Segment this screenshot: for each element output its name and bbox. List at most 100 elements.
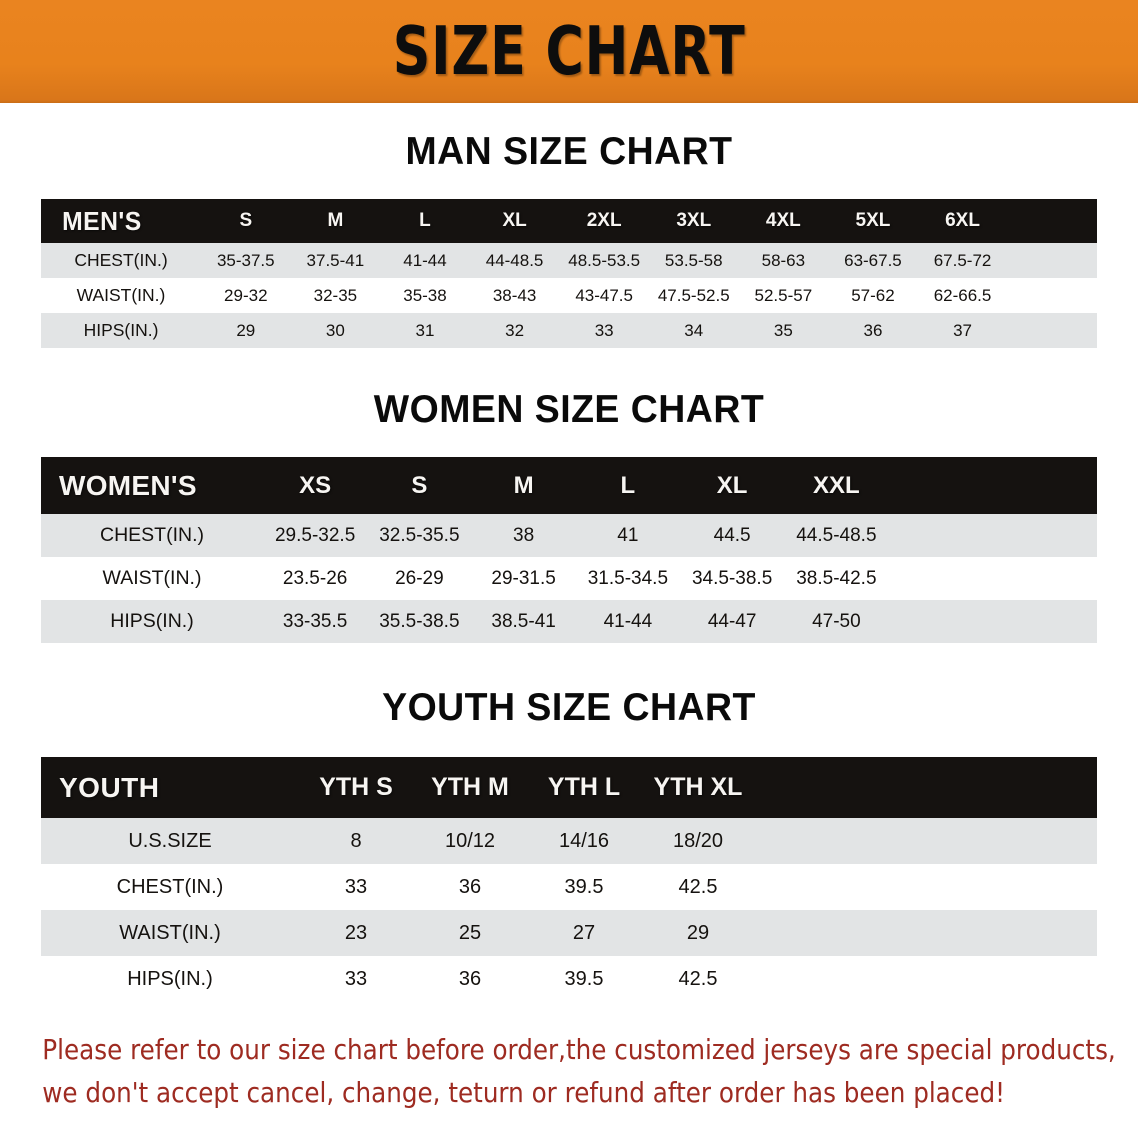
women-size-header: XXL xyxy=(813,471,860,499)
men-measurement-cell: 33 xyxy=(594,320,614,340)
women-measurement-cell: 47-50 xyxy=(812,610,861,632)
men-corner-label: MEN'S xyxy=(62,205,142,236)
youth-table-row: U.S.SIZE 8 10/12 14/16 18/20 xyxy=(41,818,1097,864)
men-measurement-cell: 31 xyxy=(415,320,435,340)
men-measurement-cell: 38-43 xyxy=(492,285,537,305)
youth-measurement-cell: 10/12 xyxy=(444,829,496,852)
youth-size-header-empty xyxy=(869,757,983,818)
men-measurement-cell: 37.5-41 xyxy=(306,250,365,270)
youth-size-header: YTH L xyxy=(547,773,621,801)
youth-measurement-cell: 42.5 xyxy=(678,967,718,990)
men-measurement-cell: 35-37.5 xyxy=(216,250,275,270)
men-table-row: WAIST(IN.) 29-32 32-35 35-38 38-43 43-47.5 47.… xyxy=(41,278,1097,313)
women-table-row: CHEST(IN.) 29.5-32.5 32.5-35.5 38 41 44.5 44.5… xyxy=(41,514,1097,557)
women-measurement-cell: 23.5-26 xyxy=(282,567,348,589)
women-section-title: WOMEN SIZE CHART xyxy=(373,388,765,431)
women-measurement-cell: 33-35.5 xyxy=(282,610,348,632)
men-measurement-cell: 35-38 xyxy=(403,285,447,305)
youth-measurement-cell: 18/20 xyxy=(672,829,724,852)
youth-measurement-cell-empty xyxy=(983,864,1097,910)
men-measurement-cell-empty xyxy=(1007,313,1097,348)
men-measurement-cell: 57-62 xyxy=(851,285,895,305)
men-measurement-cell: 36 xyxy=(863,320,883,340)
men-measurement-cell: 47.5-52.5 xyxy=(657,285,730,305)
men-table-row: HIPS(IN.) 29 30 31 32 33 34 35 36 37 xyxy=(41,313,1097,348)
women-measurement-cell: 41-44 xyxy=(603,610,653,632)
women-measurement-cell-empty xyxy=(889,600,993,643)
youth-section-title: YOUTH SIZE CHART xyxy=(382,686,756,729)
women-table-row: WAIST(IN.) 23.5-26 26-29 29-31.5 31.5-34.5 34… xyxy=(41,557,1097,600)
men-size-header: 4XL xyxy=(765,210,801,231)
men-measurement-cell: 67.5-72 xyxy=(933,250,992,270)
men-measurement-cell: 63-67.5 xyxy=(844,250,902,270)
women-size-header: XS xyxy=(299,471,332,499)
youth-measurement-cell-empty xyxy=(983,956,1097,1002)
women-size-header-empty xyxy=(993,457,1097,514)
men-measurement-cell: 35 xyxy=(773,320,793,340)
youth-measurement-cell: 42.5 xyxy=(678,875,718,898)
youth-row-label: HIPS(IN.) xyxy=(127,967,213,990)
women-size-header: S xyxy=(411,471,428,499)
youth-measurement-cell: 14/16 xyxy=(558,829,610,852)
men-size-header: S xyxy=(239,210,253,231)
youth-measurement-cell: 25 xyxy=(458,921,482,944)
men-size-header: XL xyxy=(502,210,527,231)
youth-measurement-cell: 36 xyxy=(458,967,482,990)
youth-size-table: YOUTH YTH S YTH M YTH L YTH XL U.S.SIZE 8 10/… xyxy=(41,757,1097,1002)
women-header-row: WOMEN'S XS S M L XL XXL xyxy=(41,457,1097,514)
youth-measurement-cell-empty xyxy=(755,956,869,1002)
men-table-head: MEN'S S M L XL 2XL 3XL 4XL 5XL 6XL xyxy=(41,199,1097,243)
men-measurement-cell: 53.5-58 xyxy=(664,250,723,270)
men-size-header-empty xyxy=(1007,199,1097,243)
women-measurement-cell-empty xyxy=(993,557,1097,600)
youth-table-row: WAIST(IN.) 23 25 27 29 xyxy=(41,910,1097,956)
youth-measurement-cell-empty xyxy=(869,818,983,864)
men-measurement-cell: 58-63 xyxy=(761,250,806,270)
youth-measurement-cell: 8 xyxy=(350,829,362,852)
men-measurement-cell: 44-48.5 xyxy=(485,250,544,270)
men-row-label: HIPS(IN.) xyxy=(83,320,159,340)
men-measurement-cell: 62-66.5 xyxy=(933,285,992,305)
women-row-label: WAIST(IN.) xyxy=(102,567,202,589)
order-policy-note-line-1: Please refer to our size chart before or… xyxy=(42,1033,1116,1066)
youth-header-row: YOUTH YTH S YTH M YTH L YTH XL xyxy=(41,757,1097,818)
youth-measurement-cell-empty xyxy=(755,910,869,956)
youth-measurement-cell: 39.5 xyxy=(564,875,604,898)
women-measurement-cell-empty xyxy=(993,600,1097,643)
youth-size-header: YTH M xyxy=(431,773,509,801)
youth-measurement-cell-empty xyxy=(983,910,1097,956)
youth-measurement-cell-empty xyxy=(755,818,869,864)
men-table-row: CHEST(IN.) 35-37.5 37.5-41 41-44 44-48.5 48.5… xyxy=(41,243,1097,278)
men-measurement-cell: 48.5-53.5 xyxy=(568,250,641,270)
youth-measurement-cell-empty xyxy=(983,818,1097,864)
women-measurement-cell: 34.5-38.5 xyxy=(691,567,773,589)
men-measurement-cell: 41-44 xyxy=(403,250,447,270)
women-measurement-cell: 44.5-48.5 xyxy=(796,524,877,546)
men-measurement-cell: 29-32 xyxy=(224,285,268,305)
men-size-header: 5XL xyxy=(855,210,891,231)
women-size-header-empty xyxy=(889,457,993,514)
women-table-head: WOMEN'S XS S M L XL XXL xyxy=(41,457,1097,514)
order-policy-note: Please refer to our size chart before or… xyxy=(37,1028,1116,1115)
youth-measurement-cell: 29 xyxy=(686,921,710,944)
men-measurement-cell: 52.5-57 xyxy=(754,285,813,305)
youth-table-body: U.S.SIZE 8 10/12 14/16 18/20 CHEST(IN.) 33 36 39… xyxy=(41,818,1097,1002)
men-size-header: M xyxy=(327,210,344,231)
men-row-label: CHEST(IN.) xyxy=(74,250,168,270)
men-measurement-cell: 37 xyxy=(953,320,972,340)
man-section-title: MAN SIZE CHART xyxy=(405,130,733,173)
youth-measurement-cell: 33 xyxy=(344,875,368,898)
women-measurement-cell: 29.5-32.5 xyxy=(274,524,356,546)
women-row-label: HIPS(IN.) xyxy=(110,610,194,632)
women-size-table: WOMEN'S XS S M L XL XXL CHEST(IN.) 29.5-32.5 32… xyxy=(41,457,1097,643)
women-measurement-cell-empty xyxy=(889,557,993,600)
women-corner-label: WOMEN'S xyxy=(59,469,197,501)
women-measurement-cell: 29-31.5 xyxy=(491,567,556,589)
page-banner: SIZE CHART xyxy=(0,0,1138,103)
women-measurement-cell: 26-29 xyxy=(395,567,444,589)
women-measurement-cell: 38.5-41 xyxy=(491,610,556,632)
women-measurement-cell: 32.5-35.5 xyxy=(379,524,460,546)
women-measurement-cell: 38.5-42.5 xyxy=(796,567,877,589)
men-row-label: WAIST(IN.) xyxy=(76,285,166,305)
men-size-header: L xyxy=(419,210,431,231)
